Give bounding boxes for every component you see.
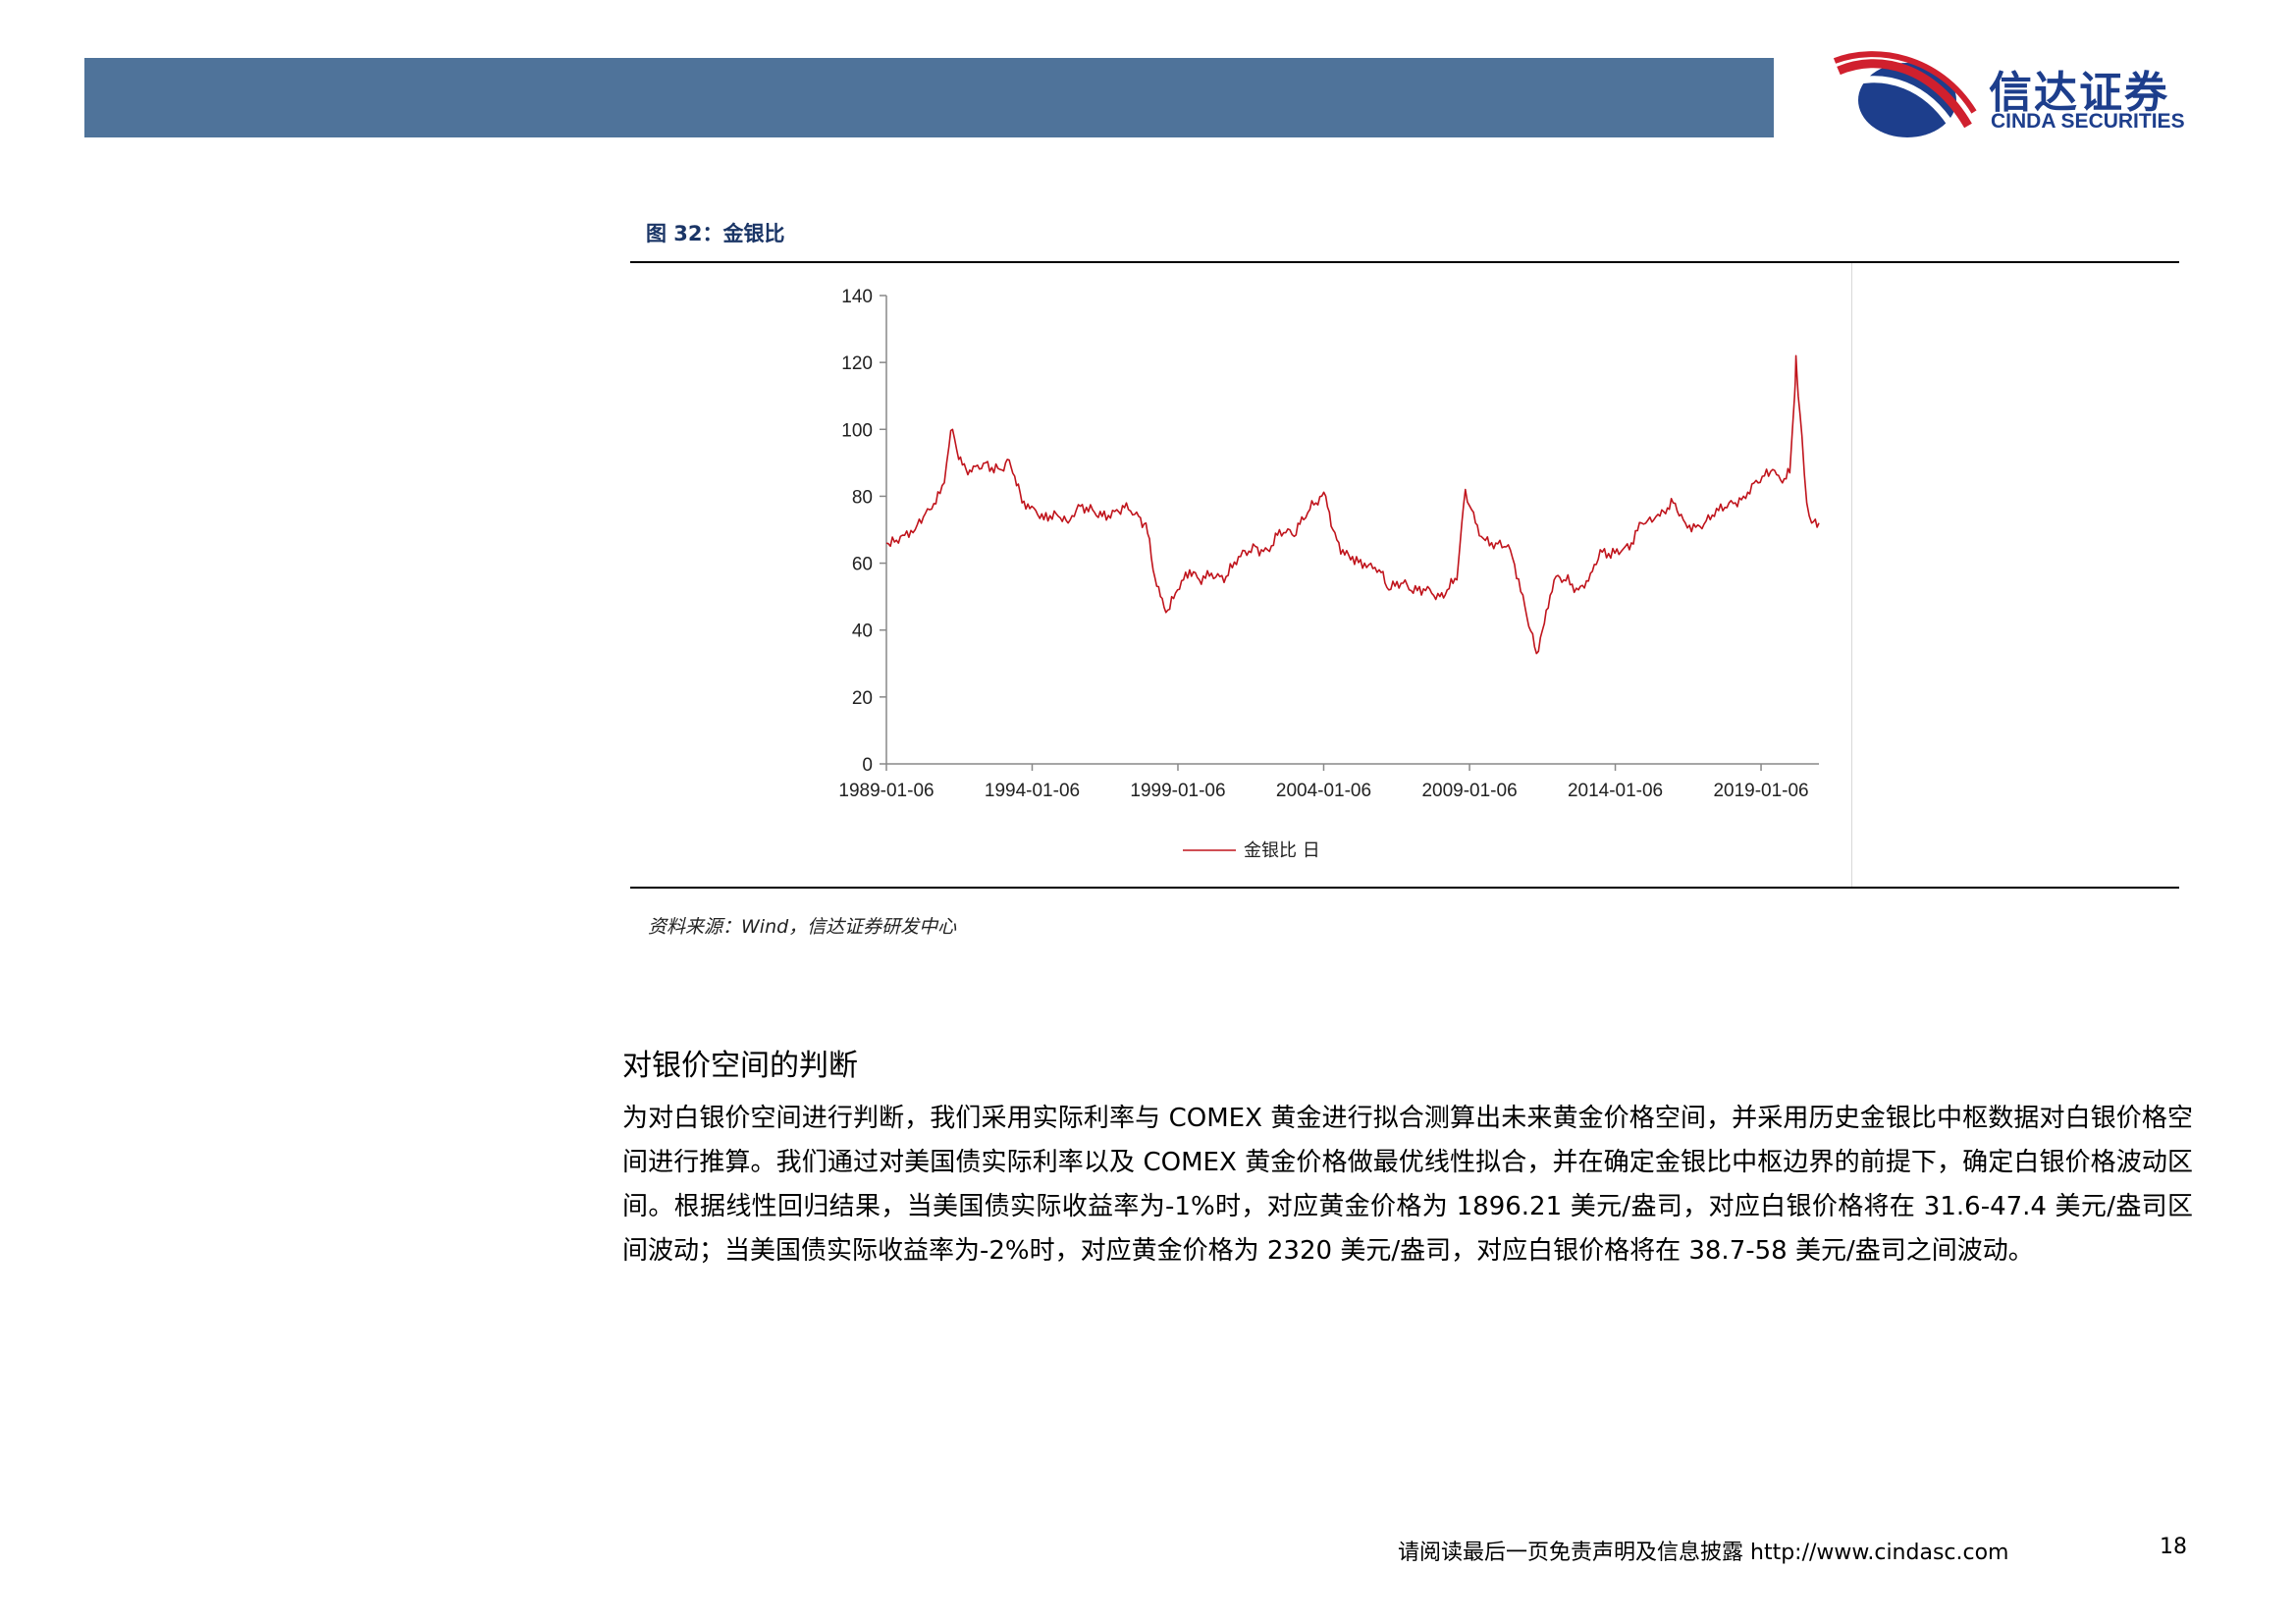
gold-silver-ratio-chart: 0 20 40 60 80 100 120 140 1989-01-06 1994-01-06 19…: [838, 287, 1820, 861]
logo-en-text: CINDA SECURITIES: [1991, 110, 2185, 133]
y-tick-label: 40: [852, 622, 873, 642]
legend-label: 金银比 日: [1244, 840, 1320, 861]
x-tick-label: 2014-01-06: [1568, 781, 1663, 801]
figure-top-rule: [630, 261, 2179, 263]
body-paragraph: 为对白银价空间进行判断，我们采用实际利率与 COMEX 黄金进行拟合测算出未来黄…: [622, 1104, 2193, 1266]
x-tick-label: 2009-01-06: [1421, 781, 1517, 801]
y-tick-label: 0: [862, 755, 873, 776]
x-tick-label: 1989-01-06: [838, 781, 934, 801]
y-tick-label: 60: [852, 555, 873, 575]
header-bar: [84, 58, 1774, 137]
figure-title: 图 32：金银比: [646, 222, 785, 245]
x-tick-label: 1994-01-06: [985, 781, 1080, 801]
y-tick-label: 140: [841, 287, 873, 307]
section-heading: 对银价空间的判断: [622, 1049, 858, 1083]
x-tick-label: 2019-01-06: [1713, 781, 1808, 801]
y-tick-label: 100: [841, 420, 873, 441]
logo-cn-text: 信达证券: [1989, 68, 2169, 118]
y-tick-label: 20: [852, 688, 873, 709]
x-tick-label: 1999-01-06: [1130, 781, 1225, 801]
page-number: 18: [2160, 1535, 2187, 1559]
y-tick-label: 80: [852, 487, 873, 508]
cinda-logo-emblem-icon: [1833, 51, 1977, 137]
cinda-logo: 信达证券 CINDA SECURITIES: [1831, 49, 2243, 147]
y-tick-label: 120: [841, 353, 873, 374]
figure-bottom-rule: [630, 887, 2179, 889]
figure-source: 资料来源：Wind，信达证券研发中心: [648, 916, 957, 938]
chart-right-divider: [1851, 263, 1852, 887]
footer-disclaimer-url: 请阅读最后一页免责声明及信息披露 http://www.cindasc.com: [1398, 1541, 2009, 1565]
x-tick-label: 2004-01-06: [1276, 781, 1371, 801]
series-line: [885, 354, 1820, 655]
